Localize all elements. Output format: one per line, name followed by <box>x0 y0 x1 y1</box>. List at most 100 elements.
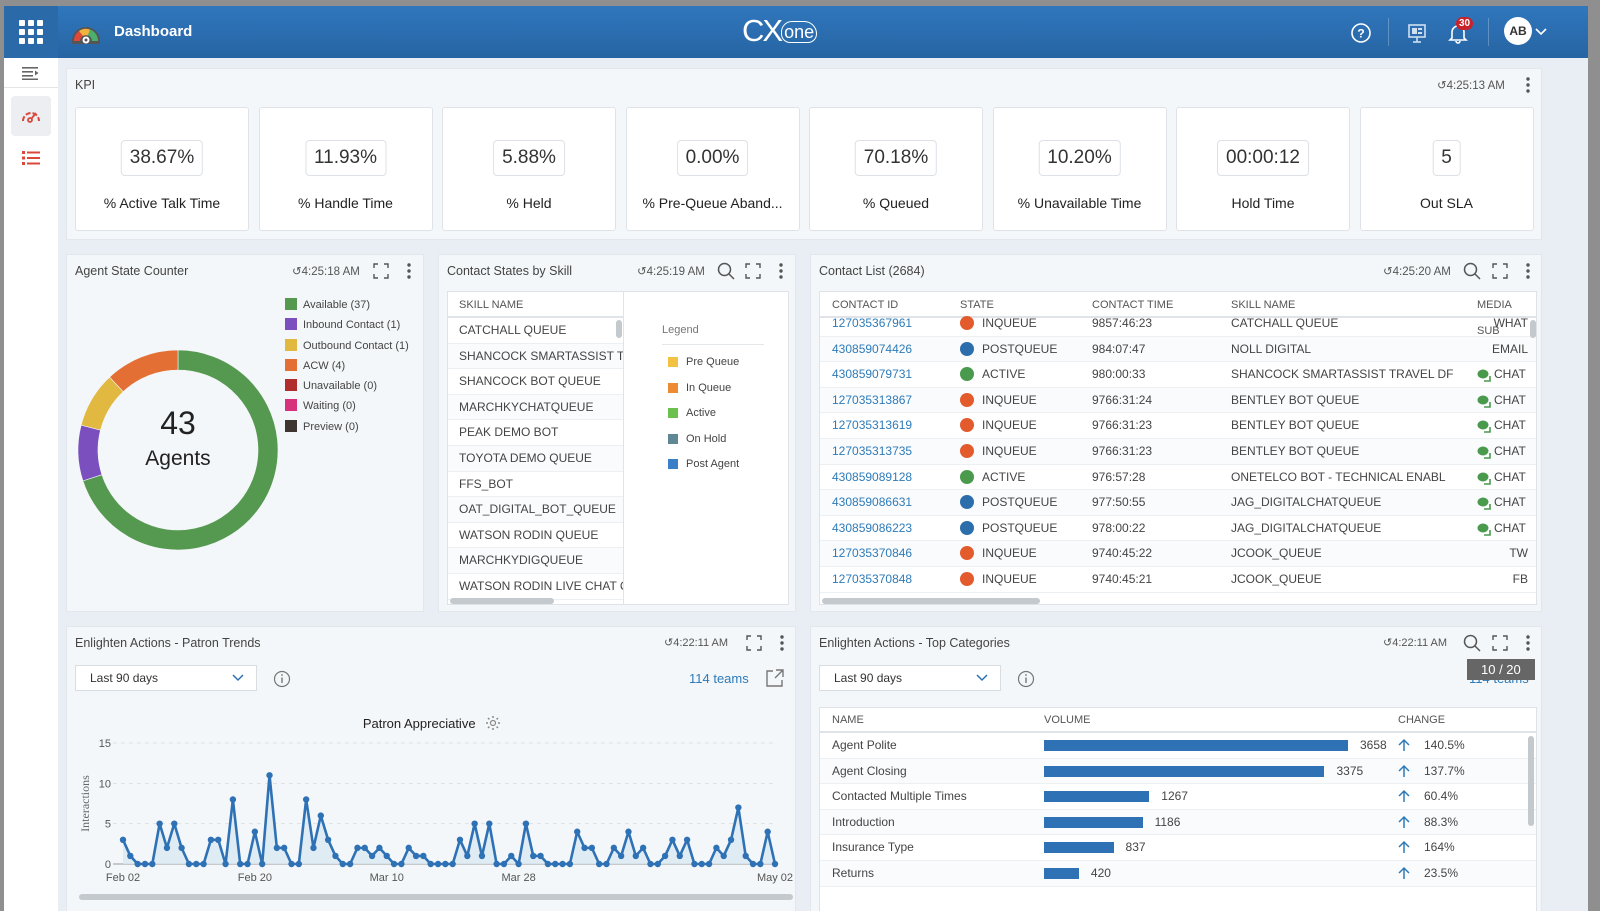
more-options-button[interactable] <box>772 262 790 280</box>
data-point[interactable] <box>420 852 427 860</box>
data-point[interactable] <box>749 860 757 868</box>
data-point[interactable] <box>288 860 295 868</box>
vertical-scrollbar[interactable] <box>1530 320 1536 338</box>
data-point[interactable] <box>185 860 193 868</box>
donut-segment-available[interactable] <box>82 349 279 551</box>
data-point[interactable] <box>486 820 493 827</box>
skill-row[interactable]: CATCHALL QUEUE <box>448 318 623 344</box>
data-point[interactable] <box>464 852 471 860</box>
presentation-icon[interactable] <box>1406 22 1428 44</box>
contact-id-link[interactable]: 430859086631 <box>832 495 913 510</box>
contact-id-link[interactable]: 127035313867 <box>832 392 913 407</box>
data-point[interactable] <box>647 860 654 868</box>
data-point[interactable] <box>354 844 361 852</box>
horizontal-scrollbar[interactable] <box>450 598 554 604</box>
data-point[interactable] <box>346 860 354 868</box>
data-point[interactable] <box>237 860 244 868</box>
contact-row[interactable]: 127035313735 INQUEUE 9766:31:23 BENTLEY BOT… <box>820 438 1536 465</box>
category-row[interactable]: Insurance Type 837 164% <box>820 835 1536 861</box>
data-point[interactable] <box>324 836 332 843</box>
legend-item[interactable]: Waiting (0) <box>285 396 409 416</box>
sidebar-collapse-button[interactable] <box>4 58 58 88</box>
data-point[interactable] <box>559 860 566 868</box>
legend-item[interactable]: Post Agent <box>668 452 739 478</box>
data-point[interactable] <box>215 836 222 843</box>
column-header-state[interactable]: STATE <box>960 299 994 311</box>
data-point[interactable] <box>669 836 676 843</box>
legend-item[interactable]: Available (37) <box>285 295 409 315</box>
contact-row[interactable]: 127035313867 INQUEUE 9766:31:24 BENTLEY BOT… <box>820 387 1536 414</box>
data-point[interactable] <box>574 828 581 835</box>
data-point[interactable] <box>676 852 683 860</box>
legend-item[interactable]: In Queue <box>668 376 739 402</box>
data-point[interactable] <box>771 860 779 868</box>
sidebar-item-list[interactable] <box>11 138 51 178</box>
data-point[interactable] <box>229 796 237 803</box>
expand-button[interactable] <box>1491 634 1509 652</box>
data-point[interactable] <box>302 796 310 803</box>
data-point[interactable] <box>449 860 456 868</box>
data-point[interactable] <box>727 836 735 843</box>
data-point[interactable] <box>691 860 698 868</box>
data-point[interactable] <box>200 860 207 868</box>
skill-row[interactable]: OAT_DIGITAL_BOT_QUEUE <box>448 497 623 523</box>
data-point[interactable] <box>493 860 500 868</box>
data-point[interactable] <box>720 852 727 860</box>
contact-row[interactable]: 430859086223 POSTQUEUE 978:00:22 JAG_DIGITA… <box>820 516 1536 542</box>
data-point[interactable] <box>617 852 625 860</box>
skill-row[interactable]: SHANCOCK BOT QUEUE <box>448 369 623 395</box>
chevron-down-icon[interactable] <box>1534 24 1548 38</box>
legend-item[interactable]: Unavailable (0) <box>285 376 409 396</box>
help-icon[interactable]: ? <box>1350 22 1372 44</box>
settings-gear-icon[interactable] <box>485 715 501 731</box>
data-point[interactable] <box>742 852 749 860</box>
category-row[interactable]: Contacted Multiple Times 1267 60.4% <box>820 784 1536 810</box>
data-point[interactable] <box>639 844 647 852</box>
data-point[interactable] <box>295 860 303 868</box>
data-point[interactable] <box>412 852 420 860</box>
data-point[interactable] <box>273 844 281 852</box>
data-point[interactable] <box>251 828 259 835</box>
expand-button[interactable] <box>1491 262 1509 280</box>
contact-row[interactable]: 127035367961 INQUEUE 9857:46:23 CATCHALL QU… <box>820 311 1536 337</box>
kpi-card[interactable]: 5.88% % Held <box>442 107 616 231</box>
data-point[interactable] <box>119 836 127 843</box>
info-icon[interactable] <box>273 670 291 688</box>
kpi-card[interactable]: 70.18% % Queued <box>809 107 983 231</box>
data-point[interactable] <box>361 844 368 852</box>
contact-row[interactable]: 127035370848 INQUEUE 9740:45:21 JCOOK_QUEUE… <box>820 567 1536 593</box>
column-header-media-sub[interactable]: MEDIA SUB <box>1477 299 1512 337</box>
category-row[interactable]: Introduction 1186 88.3% <box>820 809 1536 836</box>
skill-row[interactable]: WATSON RODIN QUEUE <box>448 523 623 549</box>
kpi-card[interactable]: 0.00% % Pre-Queue Aband... <box>625 107 800 231</box>
horizontal-scrollbar[interactable] <box>79 894 793 900</box>
data-point[interactable] <box>280 844 288 852</box>
contact-row[interactable]: 127035313619 INQUEUE 9766:31:23 BENTLEY BOT… <box>820 413 1536 439</box>
data-point[interactable] <box>222 860 229 868</box>
vertical-scrollbar[interactable] <box>1528 736 1534 826</box>
contact-row[interactable]: 430859074426 POSTQUEUE 984:07:47 NOLL DIGIT… <box>820 336 1536 363</box>
data-point[interactable] <box>266 772 273 779</box>
legend-item[interactable]: Pre Queue <box>668 350 739 376</box>
data-point[interactable] <box>566 860 574 868</box>
data-point[interactable] <box>603 860 610 868</box>
data-point[interactable] <box>632 852 640 860</box>
data-point[interactable] <box>537 852 544 860</box>
data-point[interactable] <box>317 812 324 819</box>
data-point[interactable] <box>339 860 346 868</box>
data-point[interactable] <box>127 852 134 860</box>
skill-row[interactable]: WATSON RODIN LIVE CHAT C <box>448 574 623 600</box>
contact-row[interactable]: 430859086631 POSTQUEUE 977:50:55 JAG_DIGITA… <box>820 490 1536 516</box>
data-point[interactable] <box>552 860 559 868</box>
search-button[interactable] <box>1463 634 1481 652</box>
expand-button[interactable] <box>745 634 763 652</box>
expand-button[interactable] <box>744 262 762 280</box>
contact-id-link[interactable]: 127035370846 <box>832 546 913 561</box>
data-point[interactable] <box>405 844 412 852</box>
data-point[interactable] <box>705 860 713 868</box>
data-point[interactable] <box>508 852 515 860</box>
data-point[interactable] <box>310 844 317 852</box>
data-point[interactable] <box>683 836 691 843</box>
kpi-card[interactable]: 10.20% % Unavailable Time <box>992 107 1167 231</box>
contact-row[interactable]: 127035370846 INQUEUE 9740:45:22 JCOOK_QUEUE… <box>820 541 1536 567</box>
